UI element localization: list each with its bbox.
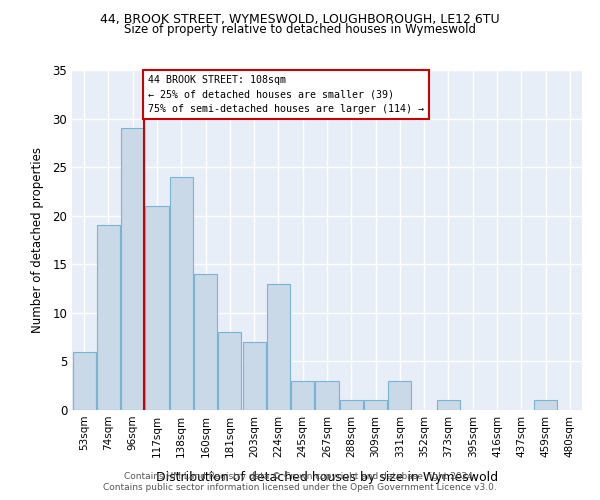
Bar xyxy=(145,206,169,410)
Bar xyxy=(97,226,120,410)
Bar xyxy=(73,352,95,410)
Y-axis label: Number of detached properties: Number of detached properties xyxy=(31,147,44,333)
Bar xyxy=(364,400,387,410)
X-axis label: Distribution of detached houses by size in Wymeswold: Distribution of detached houses by size … xyxy=(156,471,498,484)
Text: 44 BROOK STREET: 108sqm
← 25% of detached houses are smaller (39)
75% of semi-de: 44 BROOK STREET: 108sqm ← 25% of detache… xyxy=(148,75,424,114)
Bar xyxy=(218,332,241,410)
Text: Size of property relative to detached houses in Wymeswold: Size of property relative to detached ho… xyxy=(124,22,476,36)
Bar xyxy=(194,274,217,410)
Bar xyxy=(534,400,557,410)
Bar xyxy=(316,381,338,410)
Bar xyxy=(170,177,193,410)
Bar xyxy=(437,400,460,410)
Bar xyxy=(242,342,266,410)
Bar xyxy=(267,284,290,410)
Bar xyxy=(291,381,314,410)
Text: Contains public sector information licensed under the Open Government Licence v3: Contains public sector information licen… xyxy=(103,484,497,492)
Bar xyxy=(388,381,412,410)
Text: 44, BROOK STREET, WYMESWOLD, LOUGHBOROUGH, LE12 6TU: 44, BROOK STREET, WYMESWOLD, LOUGHBOROUG… xyxy=(100,12,500,26)
Bar xyxy=(121,128,144,410)
Bar xyxy=(340,400,363,410)
Text: Contains HM Land Registry data © Crown copyright and database right 2024.: Contains HM Land Registry data © Crown c… xyxy=(124,472,476,481)
